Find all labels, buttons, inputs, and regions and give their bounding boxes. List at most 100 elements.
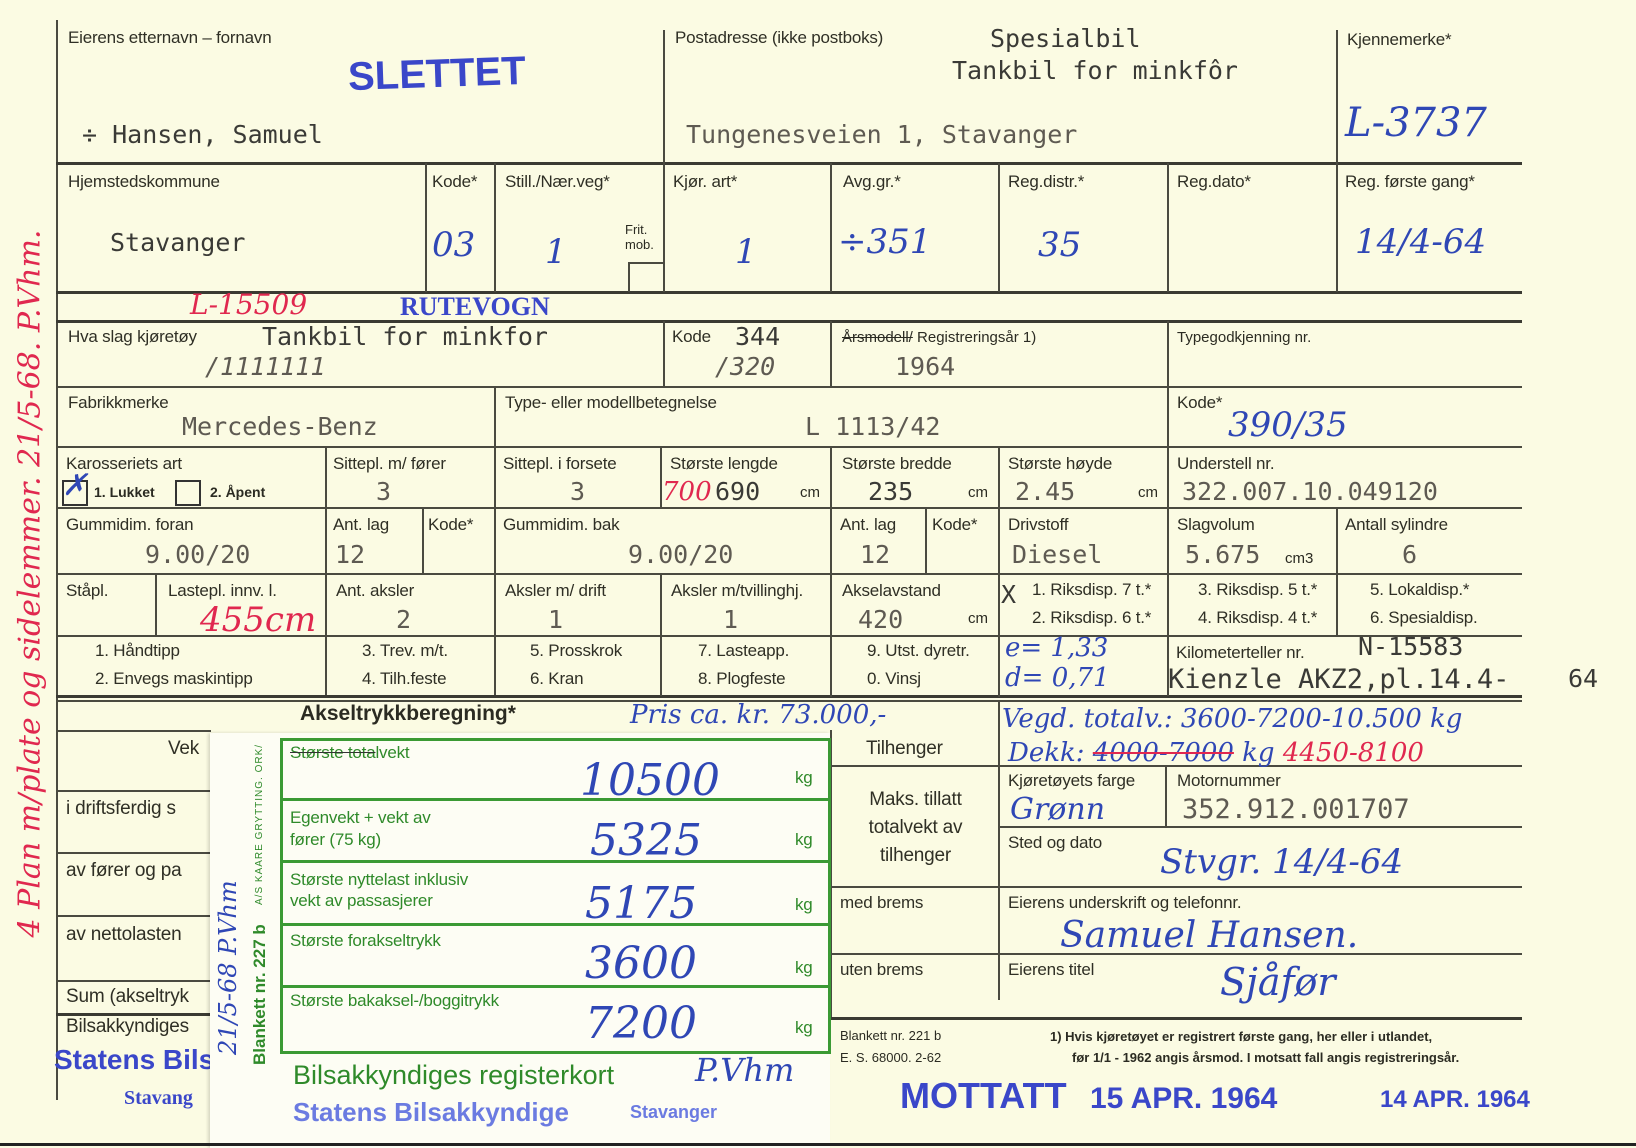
green-register-card: Blankett nr. 227 b A/S KAARE GRYTTING. O… — [210, 733, 831, 1148]
cylinders-label: Antall sylindre — [1345, 515, 1448, 534]
model-label: Type- eller modellbetegnelse — [505, 393, 717, 412]
year-label-struck: Årsmodell/ — [842, 329, 913, 346]
green-signature: P.Vhm — [695, 1051, 795, 1089]
printer-credit: A/S KAARE GRYTTING. ORK/ — [254, 743, 265, 905]
district-value: 35 — [1038, 225, 1082, 265]
cargo-length-value: 455cm — [200, 600, 317, 640]
front-tire-value: 9.00/20 — [145, 540, 251, 569]
odometer-detail-2: 64 — [1568, 664, 1599, 693]
wheelbase-label: Akselavstand — [842, 581, 941, 600]
owner-label: Eierens etternavn – fornavn — [68, 28, 272, 47]
plate-value: L-3737 — [1345, 100, 1487, 146]
green-row-1-unit: kg — [795, 830, 813, 849]
seats-value: 3 — [376, 477, 392, 506]
front-tire-label: Gummidim. foran — [66, 515, 194, 534]
price-note: Pris ca. kr. 73.000,- — [630, 700, 887, 730]
axle-calc-title: Akseltrykkberegning* — [300, 702, 516, 725]
place-date-label: Sted og dato — [1008, 833, 1103, 852]
left-row-2: av fører og pa — [66, 860, 182, 881]
road-label: Still./Nær.veg* — [505, 172, 610, 191]
body-closed-checkbox[interactable]: ✗ — [62, 468, 88, 506]
trailer-label: Tilhenger — [866, 738, 943, 759]
tax-group-value: ÷351 — [838, 222, 932, 262]
displacement-value: 5.675 — [1185, 540, 1261, 569]
dispensation-mark: X — [1001, 580, 1017, 609]
green-row-0-value: 10500 — [580, 755, 720, 806]
plate-label: Kjennemerke* — [1347, 30, 1452, 49]
tax-group-label: Avg.gr.* — [843, 172, 901, 191]
body-open-label: 2. Åpent — [210, 484, 266, 500]
green-row-4-label: Største bakaksel-/boggitrykk — [290, 991, 499, 1010]
municipality-value: Stavanger — [110, 228, 246, 257]
ratio-d: d= 0,71 — [1005, 663, 1110, 693]
width-unit: cm — [968, 484, 988, 501]
rear-tire-value: 9.00/20 — [628, 540, 734, 569]
green-row-2-unit: kg — [795, 895, 813, 914]
odometer-label: Kilometerteller nr. — [1176, 643, 1305, 662]
height-label: Største høyde — [1008, 454, 1113, 473]
year-label-text: Registreringsår 1) — [912, 329, 1037, 346]
front-tire-code-label: Kode* — [428, 515, 474, 534]
vehicle-kind-struck: /1111111 — [205, 352, 326, 381]
front-seats-label: Sittepl. i forsete — [503, 454, 617, 473]
rear-plies-value: 12 — [860, 540, 891, 569]
equipment-4: 4. Tilh.feste — [362, 669, 447, 688]
footer-form-number: Blankett nr. 221 b — [840, 1028, 942, 1043]
road-value: 1 — [545, 232, 567, 272]
left-stamp-2: Stavang — [124, 1087, 193, 1109]
place-date-value: Stvgr. 14/4-64 — [1160, 842, 1404, 882]
green-row-4-value: 7200 — [585, 998, 697, 1049]
cargo-length-label: Lastepl. innv. l. — [168, 581, 277, 600]
green-row-0-text: lvekt — [375, 743, 410, 762]
address-label: Postadresse (ikke postboks) — [675, 28, 884, 47]
first-reg-value: 14/4-64 — [1355, 222, 1487, 262]
height-unit: cm — [1138, 484, 1158, 501]
body-closed-label: 1. Lukket — [94, 484, 155, 500]
length-label: Største lengde — [670, 454, 778, 473]
rutevogn-stamp: RUTEVOGN — [400, 292, 550, 321]
green-row-3-value: 3600 — [585, 938, 697, 989]
color-value: Grønn — [1010, 792, 1106, 827]
tyres-prefix: Dekk: — [1008, 738, 1085, 768]
footer-edition: E. S. 68000. 2-62 — [840, 1050, 942, 1065]
green-row-1-value: 5325 — [590, 815, 702, 866]
address-note-1: Spesialbil — [990, 24, 1141, 53]
front-plies-value: 12 — [335, 540, 366, 569]
green-row-3-label: Største forakseltrykk — [290, 931, 441, 950]
tyres-note: Dekk: 4000-7000 kg 4450-8100 — [1008, 738, 1424, 768]
owner-signature: Samuel Hansen. — [1060, 915, 1359, 956]
engine-label: Motornummer — [1177, 771, 1281, 790]
drive-label: Kjør. art* — [673, 172, 738, 191]
dispensation-6: 6. Spesialdisp. — [1370, 608, 1478, 627]
fuel-value: Diesel — [1012, 540, 1103, 569]
green-row-0-label: Største totalvekt — [290, 743, 410, 763]
driven-axles-label: Aksler m/ drift — [505, 581, 606, 600]
green-form-number: Blankett nr. 227 b — [250, 924, 269, 1065]
green-stamp-2: Stavanger — [630, 1102, 718, 1122]
dispensation-5: 5. Lokaldisp.* — [1370, 580, 1470, 599]
owner-title-label: Eierens titel — [1008, 960, 1095, 979]
body-open-checkbox[interactable] — [175, 480, 201, 506]
vehicle-code-label: Kode — [672, 327, 711, 346]
green-row-3-unit: kg — [795, 958, 813, 977]
tyres-kg: kg — [1242, 738, 1275, 768]
driven-axles-value: 1 — [548, 605, 564, 634]
rear-plies-label: Ant. lag — [840, 515, 897, 534]
equipment-9: 9. Utst. dyretr. — [867, 641, 970, 660]
margin-note: 4 Plan m/plate og sidelemmer. 21/5-68. P… — [12, 229, 48, 938]
owner-name: ÷ Hansen, Samuel — [82, 120, 323, 149]
model-code-value: 390/35 — [1228, 405, 1348, 445]
received-stamp-date-1: 15 APR. 1964 — [1090, 1082, 1278, 1115]
color-label: Kjøretøyets farge — [1008, 771, 1135, 790]
green-card-frame — [280, 738, 831, 1054]
model-code-label: Kode* — [1177, 393, 1223, 412]
dispensation-2: 2. Riksdisp. 6 t.* — [1032, 608, 1152, 627]
address-value: Tungenesveien 1, Stavanger — [686, 120, 1078, 149]
footnote-2: før 1/1 - 1962 angis årsmod. I motsatt f… — [1072, 1050, 1460, 1065]
axle-count-value: 2 — [396, 605, 412, 634]
fuel-label: Drivstoff — [1008, 515, 1069, 534]
left-row-1: i driftsferdig s — [66, 798, 176, 819]
footnote-1: 1) Hvis kjøretøyet er registrert første … — [1050, 1029, 1433, 1044]
vehicle-code-value: 344 — [735, 322, 781, 351]
wheelbase-unit: cm — [968, 610, 988, 627]
